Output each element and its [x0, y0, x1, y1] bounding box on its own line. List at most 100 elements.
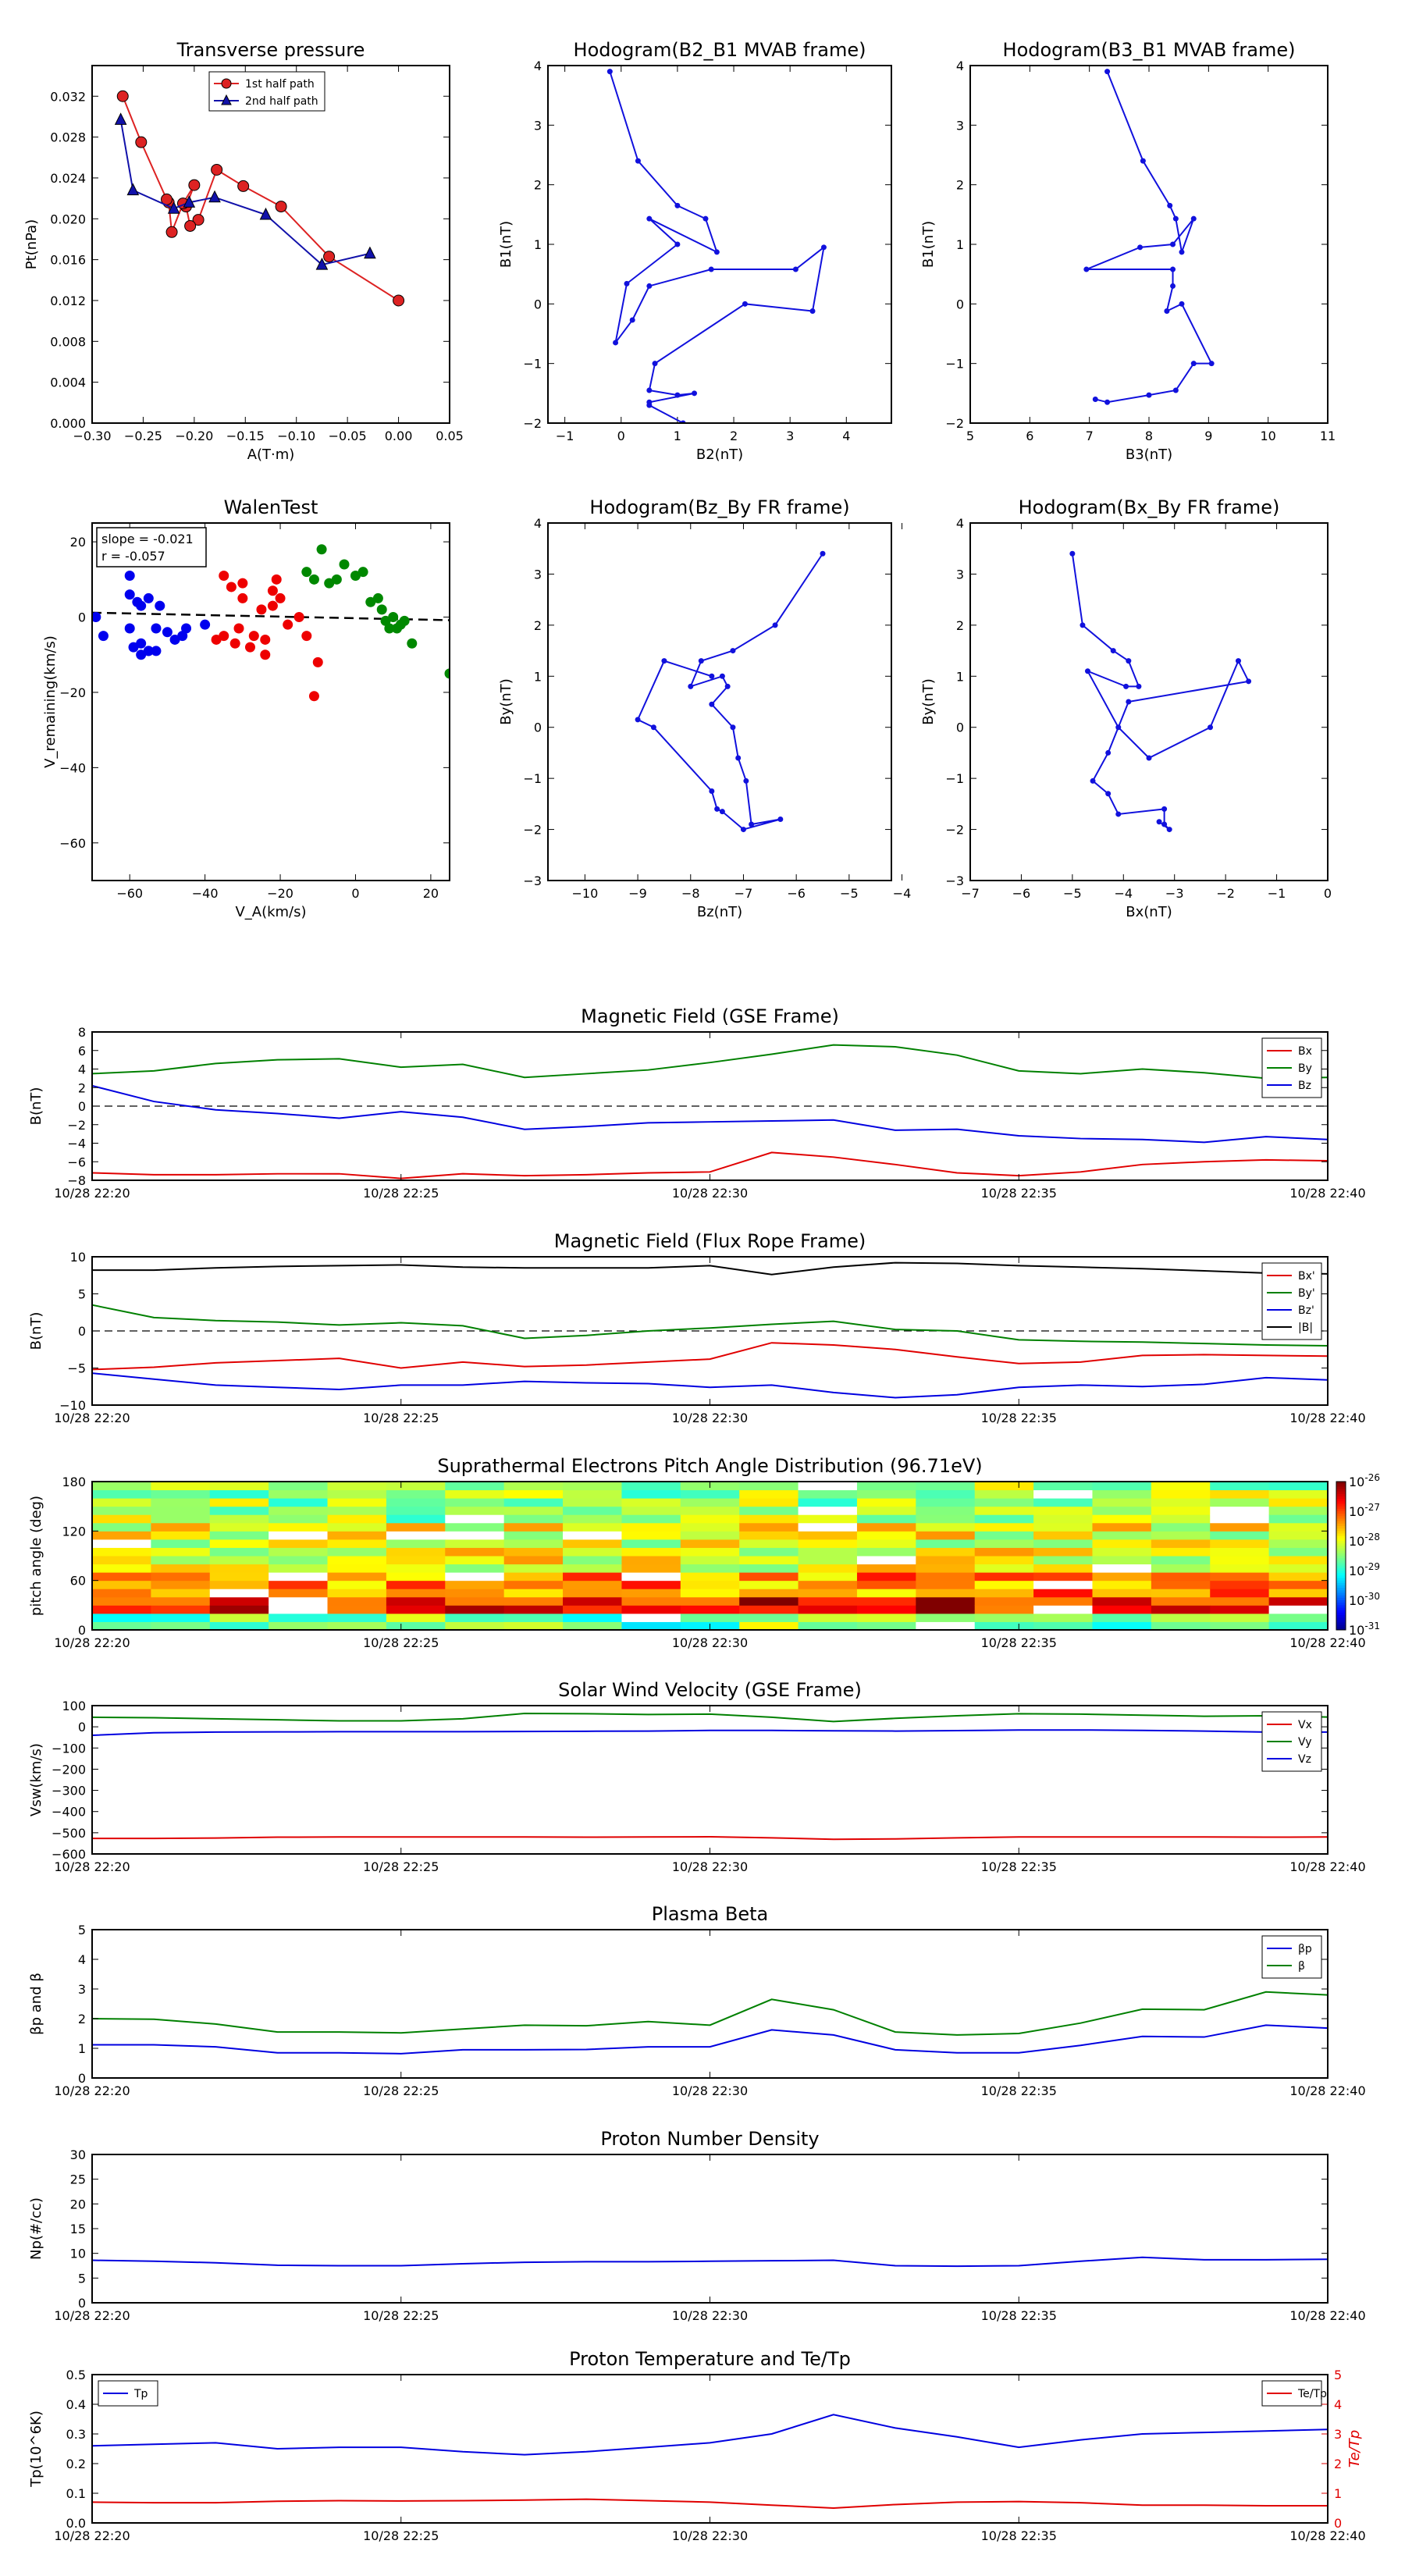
heatmap-cell — [856, 1613, 916, 1622]
heatmap-cell — [445, 1514, 505, 1524]
series-0 — [635, 550, 826, 833]
data-point — [308, 691, 319, 702]
data-point — [1161, 806, 1168, 812]
heatmap-cell — [386, 1564, 446, 1573]
heatmap-cell — [1151, 1580, 1211, 1589]
heatmap-cell — [1092, 1572, 1152, 1582]
heatmap-cell — [739, 1489, 799, 1499]
x-tick-label: −10 — [572, 886, 599, 901]
heatmap-cell — [92, 1539, 151, 1548]
data-point — [350, 570, 361, 581]
plot-area — [92, 1482, 1328, 1630]
heatmap-cell — [1033, 1522, 1093, 1532]
colorbar-cell — [1336, 1538, 1346, 1542]
heatmap-cell — [445, 1482, 505, 1491]
heatmap-cell — [445, 1605, 505, 1614]
heatmap-cell — [1092, 1556, 1152, 1565]
data-point — [233, 623, 244, 634]
heatmap-cell — [1268, 1605, 1328, 1614]
heatmap-cell — [680, 1498, 740, 1507]
x-tick-label: −20 — [267, 886, 293, 901]
heatmap-cell — [856, 1564, 916, 1573]
colorbar-tick-label: 10-26 — [1349, 1472, 1380, 1489]
plot-area — [1069, 550, 1252, 833]
data-point — [208, 190, 221, 203]
data-point — [211, 163, 223, 176]
colorbar-cell — [1336, 1607, 1346, 1611]
x-tick-label: −40 — [192, 886, 219, 901]
data-point — [260, 649, 271, 660]
heatmap-cell — [151, 1489, 211, 1499]
data-point — [169, 634, 180, 645]
y-axis-label: βp and β — [28, 1973, 44, 2035]
heatmap-cell — [327, 1596, 387, 1606]
heatmap-cell — [1033, 1482, 1093, 1491]
heatmap-cell — [1033, 1531, 1093, 1540]
data-point — [357, 567, 368, 578]
heatmap-cell — [739, 1522, 799, 1532]
y-tick-label: −3 — [523, 873, 542, 888]
heatmap-cell — [269, 1564, 329, 1573]
series-0 — [1069, 550, 1252, 833]
data-point — [606, 69, 613, 75]
x-tick-label: 0 — [617, 429, 625, 443]
heatmap-cell — [1268, 1621, 1328, 1630]
x-tick-label: 10/28 22:25 — [363, 2308, 439, 2323]
data-point — [237, 578, 248, 589]
y-tick-label: 0 — [534, 720, 542, 735]
legend-label: 1st half path — [245, 78, 315, 91]
colorbar-cell — [1336, 1597, 1346, 1601]
heatmap-cell — [974, 1556, 1034, 1565]
x-tick-label: 3 — [786, 429, 794, 443]
heatmap-cell — [856, 1589, 916, 1598]
y-axis-label: By(nT) — [498, 678, 514, 724]
data-point — [98, 631, 108, 642]
x-tick-label: 0.05 — [436, 429, 464, 443]
heatmap-cell — [974, 1596, 1034, 1606]
heatmap-cell — [856, 1621, 916, 1630]
data-point — [260, 634, 271, 645]
data-point — [324, 578, 335, 589]
y-tick-label-right: 1 — [1334, 2486, 1342, 2501]
heatmap-cell — [739, 1506, 799, 1515]
plot-area — [92, 2414, 1328, 2510]
series-line-1 — [92, 1044, 1328, 1080]
plot-frame — [91, 1705, 1329, 1855]
heatmap-cell — [974, 1489, 1034, 1499]
heatmap-cell — [1151, 1621, 1211, 1630]
heatmap-cell — [680, 1489, 740, 1499]
heatmap-cell — [386, 1506, 446, 1515]
x-tick-label: 10/28 22:20 — [54, 2528, 130, 2543]
data-point — [1104, 399, 1111, 405]
series-0 — [116, 90, 405, 307]
heatmap-cell — [1210, 1572, 1270, 1582]
heatmap-cell — [856, 1482, 916, 1491]
y-tick-label: 0.1 — [66, 2486, 86, 2501]
y-tick-label: −1 — [945, 357, 964, 372]
data-point — [735, 755, 742, 761]
heatmap-cell — [151, 1621, 211, 1630]
heatmap-cell — [1268, 1580, 1328, 1589]
data-point — [613, 340, 619, 346]
series-line-1 — [92, 1304, 1328, 1347]
heatmap-cell — [445, 1613, 505, 1622]
data-point — [635, 717, 641, 723]
heatmap-cell — [1151, 1613, 1211, 1622]
panel-title: Hodogram(B2_B1 MVAB frame) — [574, 39, 866, 61]
heatmap-cell — [209, 1531, 269, 1540]
heatmap-cell — [209, 1506, 269, 1515]
heatmap-cell — [1151, 1539, 1211, 1548]
heatmap-cell — [386, 1572, 446, 1582]
colorbar-cell — [1336, 1526, 1346, 1529]
scatter-panel-transverse-pressure: Transverse pressure−0.30 −0.25 −0.20 −0.15−… — [23, 39, 464, 463]
data-point — [1246, 678, 1252, 685]
colorbar-tick-exponent: -27 — [1364, 1502, 1380, 1513]
scatter-panel-hodogram-b3-b1: Hodogram(B3_B1 MVAB frame) 5 6 7 8 9 10 11 −2 −1 0… — [920, 39, 1336, 463]
data-point — [114, 112, 127, 125]
heatmap-cell — [269, 1539, 329, 1548]
plot-area — [635, 550, 826, 833]
legend-label: Tp — [133, 2388, 148, 2400]
plot-frame — [547, 522, 892, 881]
heatmap-cell — [739, 1498, 799, 1507]
legend: Te/Tp — [1261, 2380, 1327, 2407]
